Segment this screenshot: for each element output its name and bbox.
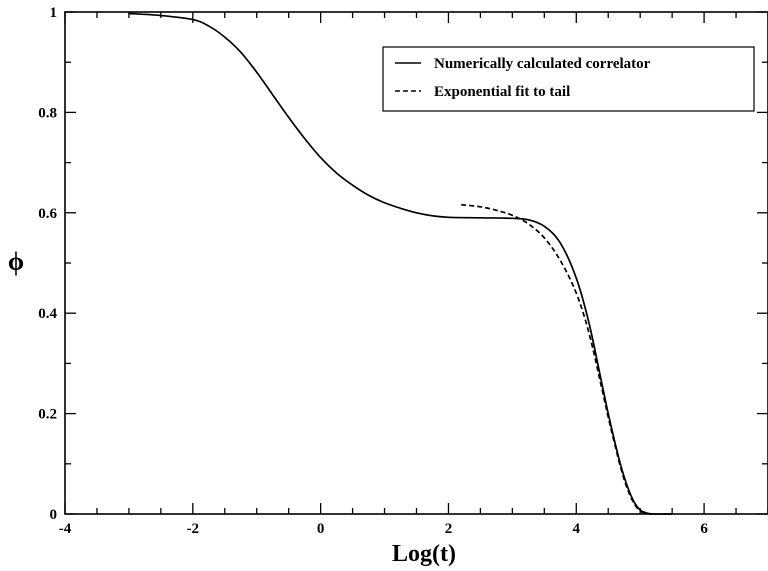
x-tick-label: 4 [573,521,581,537]
x-tick-label: 2 [445,521,453,537]
legend-label-numerical: Numerically calculated correlator [434,56,651,72]
y-tick-label: 0.4 [38,306,57,322]
series-layer [128,12,673,515]
x-tick-label: 0 [317,521,325,537]
legend: Numerically calculated correlator Expone… [382,46,755,112]
y-tick-label: 1 [50,5,58,21]
y-tick-label: 0.6 [38,206,57,222]
tick-labels: -4 -2 0 2 4 6 0 0.2 0.4 0.6 0.8 1 [38,5,708,537]
x-tick-label: -2 [187,521,200,537]
legend-label-fit: Exponential fit to tail [434,84,570,100]
legend-box [382,46,755,112]
x-tick-label: -4 [59,521,72,537]
axis-ticks [64,11,768,515]
y-tick-label: 0 [50,507,58,523]
x-axis-label: Log(t) [392,541,456,567]
plot-frame [64,11,768,515]
y-axis-label: ϕ [8,247,24,276]
series-line-exponential-fit [461,203,654,515]
y-tick-label: 0.2 [38,407,57,423]
x-tick-label: 6 [700,521,708,537]
y-tick-label: 0.8 [38,105,57,121]
